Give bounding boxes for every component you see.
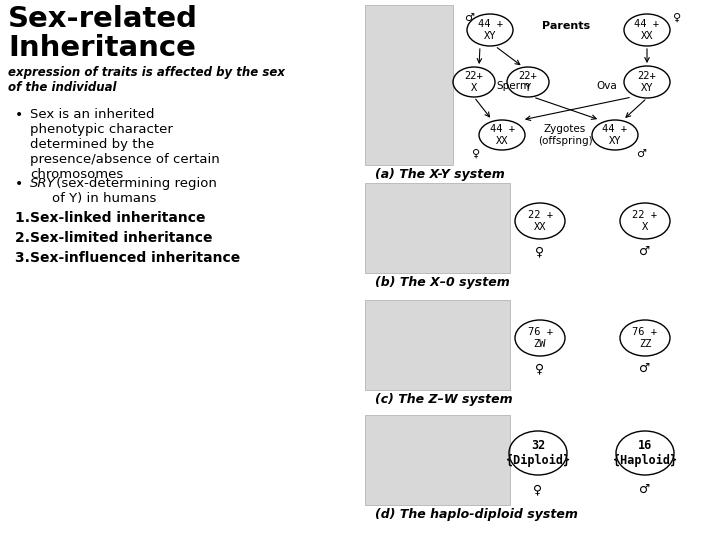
Text: 2.: 2. <box>15 231 37 245</box>
Text: Sex-influenced inheritance: Sex-influenced inheritance <box>30 251 240 265</box>
Text: 44 +
XY: 44 + XY <box>477 19 503 41</box>
Text: (sex-determining region
of Y) in humans: (sex-determining region of Y) in humans <box>52 177 217 205</box>
Text: expression of traits is affected by the sex
of the individual: expression of traits is affected by the … <box>8 66 285 94</box>
Text: ♀: ♀ <box>673 13 681 23</box>
Bar <box>365 183 510 273</box>
Text: (d) The haplo-diploid system: (d) The haplo-diploid system <box>375 508 578 521</box>
Text: SRY: SRY <box>30 177 55 190</box>
Text: Inheritance: Inheritance <box>8 34 196 62</box>
Text: ♀: ♀ <box>536 245 544 258</box>
Text: ♀: ♀ <box>472 149 480 159</box>
Text: ♂: ♂ <box>639 362 651 375</box>
Text: Zygotes
(offspring): Zygotes (offspring) <box>538 124 593 146</box>
Text: 16
{Haploid}: 16 {Haploid} <box>613 439 677 467</box>
Text: 22 +
XX: 22 + XX <box>528 210 552 232</box>
Text: Sex-related: Sex-related <box>8 5 198 33</box>
Text: 44 +
XX: 44 + XX <box>490 124 515 146</box>
Text: 22 +
X: 22 + X <box>632 210 657 232</box>
Text: 32
{Diploid}: 32 {Diploid} <box>506 439 570 467</box>
Bar <box>365 300 510 390</box>
Text: 3.: 3. <box>15 251 37 265</box>
Text: 22+
X: 22+ X <box>464 71 483 93</box>
Text: 76 +
ZZ: 76 + ZZ <box>632 327 657 349</box>
Text: ♂: ♂ <box>464 13 474 23</box>
Text: •: • <box>15 177 23 191</box>
Text: (a) The X-Y system: (a) The X-Y system <box>375 168 505 181</box>
Text: Sex is an inherited
phenotypic character
determined by the
presence/absence of c: Sex is an inherited phenotypic character… <box>30 108 220 181</box>
Text: ♀: ♀ <box>534 483 543 496</box>
Bar <box>365 5 453 165</box>
Text: 22+
Y: 22+ Y <box>518 71 537 93</box>
Text: ♂: ♂ <box>639 483 651 496</box>
Text: 1.: 1. <box>15 211 37 225</box>
Text: ♀: ♀ <box>536 362 544 375</box>
Text: ♂: ♂ <box>639 245 651 258</box>
Text: Ova: Ova <box>596 81 617 91</box>
Text: (b) The X–0 system: (b) The X–0 system <box>375 276 510 289</box>
Text: (c) The Z–W system: (c) The Z–W system <box>375 393 513 406</box>
Text: 22+
XY: 22+ XY <box>638 71 657 93</box>
Text: 76 +
ZW: 76 + ZW <box>528 327 552 349</box>
Text: Sperm: Sperm <box>496 81 530 91</box>
Bar <box>365 415 510 505</box>
Text: Sex-linked inheritance: Sex-linked inheritance <box>30 211 205 225</box>
Text: •: • <box>15 108 23 122</box>
Text: 44 +
XY: 44 + XY <box>603 124 628 146</box>
Text: 44 +
XX: 44 + XX <box>634 19 660 41</box>
Text: Sex-limited inheritance: Sex-limited inheritance <box>30 231 212 245</box>
Text: ♂: ♂ <box>636 149 646 159</box>
Text: Parents: Parents <box>542 21 590 31</box>
